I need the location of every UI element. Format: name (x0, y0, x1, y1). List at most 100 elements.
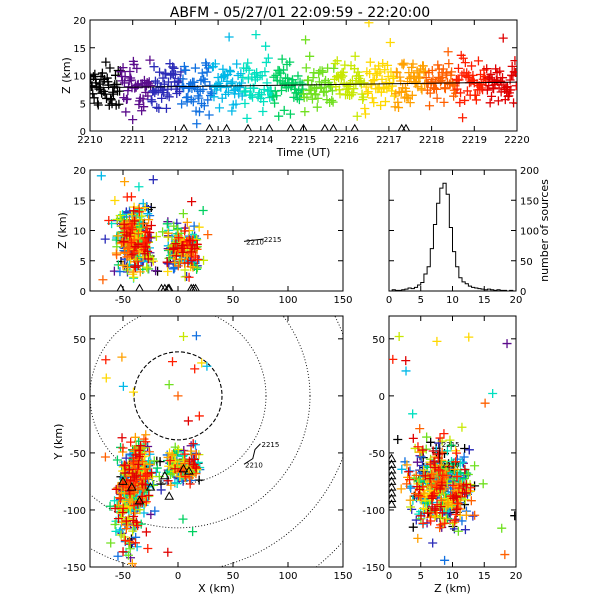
source-marker (459, 481, 469, 491)
station-marker (163, 283, 173, 291)
source-marker (418, 61, 428, 71)
source-marker (461, 510, 471, 520)
source-marker (155, 67, 165, 77)
source-marker (147, 468, 157, 478)
y-tick-label: -100 (63, 506, 86, 517)
y-tick-label: 0 (80, 287, 86, 298)
source-marker (509, 67, 517, 77)
source-marker (100, 89, 110, 99)
x-tick-label: 2217 (376, 135, 401, 146)
source-marker (120, 72, 130, 82)
source-marker (365, 69, 375, 79)
source-marker (332, 56, 342, 66)
source-marker (124, 494, 134, 504)
source-marker (487, 91, 497, 101)
source-marker (243, 58, 253, 68)
source-marker (188, 439, 198, 449)
source-marker (111, 484, 121, 494)
source-marker (228, 77, 238, 87)
source-marker (177, 99, 187, 109)
source-marker (414, 509, 424, 519)
source-marker (440, 518, 450, 528)
source-marker (498, 33, 508, 43)
source-marker (425, 474, 435, 484)
source-marker (225, 65, 235, 75)
source-marker (194, 411, 204, 421)
source-marker (122, 230, 132, 240)
source-marker (120, 468, 130, 478)
source-marker (90, 93, 99, 103)
source-marker (193, 91, 203, 101)
source-marker (141, 226, 151, 236)
source-marker (272, 91, 282, 101)
track-line (243, 238, 264, 242)
x-axis-label: Z (km) (434, 582, 471, 595)
source-marker (190, 454, 200, 464)
source-marker (444, 59, 454, 69)
source-marker (191, 331, 201, 341)
source-marker (133, 464, 143, 474)
source-marker (105, 63, 115, 73)
source-marker (129, 501, 139, 511)
source-marker (113, 483, 123, 493)
source-marker (420, 492, 430, 502)
source-marker (141, 242, 151, 252)
station-marker (389, 453, 397, 463)
source-marker (407, 504, 417, 514)
source-marker (232, 59, 242, 69)
source-marker (101, 355, 111, 365)
source-marker (110, 503, 120, 513)
source-marker (274, 111, 284, 121)
x-tick-label: 2215 (291, 135, 316, 146)
source-marker (120, 177, 130, 187)
source-marker (480, 398, 490, 408)
source-marker (405, 98, 415, 108)
source-marker (293, 71, 303, 81)
source-marker (403, 472, 413, 482)
x-tick-label: 100 (278, 571, 297, 582)
source-marker (200, 77, 210, 87)
source-marker (145, 459, 155, 469)
source-marker (163, 228, 173, 238)
source-marker (223, 87, 233, 97)
source-marker (421, 73, 431, 83)
source-marker (190, 243, 200, 253)
source-marker (180, 449, 190, 459)
source-marker (350, 51, 360, 61)
source-marker (161, 103, 171, 113)
track-annotation: 2210 (442, 461, 460, 469)
source-marker (308, 73, 318, 83)
source-marker (393, 434, 403, 444)
source-marker (389, 354, 398, 364)
source-marker (277, 54, 287, 64)
source-marker (121, 516, 131, 526)
source-marker (395, 72, 405, 82)
source-marker (459, 452, 469, 462)
source-marker (126, 73, 136, 83)
source-marker (93, 100, 103, 110)
x-tick-label: 2212 (163, 135, 188, 146)
source-marker (497, 523, 507, 533)
x-tick-label: 0 (386, 295, 392, 306)
source-marker (435, 466, 445, 476)
source-marker (170, 69, 180, 79)
source-marker (164, 92, 174, 102)
source-marker (134, 182, 144, 192)
source-marker (359, 78, 369, 88)
source-marker (141, 437, 151, 447)
source-marker (415, 424, 425, 434)
source-marker (135, 505, 145, 515)
source-marker (300, 107, 310, 117)
source-marker (106, 95, 116, 105)
source-marker (426, 437, 436, 447)
source-marker (429, 83, 439, 93)
y-tick-label: 50 (73, 335, 86, 346)
source-marker (144, 490, 154, 500)
source-marker (128, 387, 138, 397)
source-marker (190, 440, 200, 450)
source-marker (126, 192, 136, 202)
source-marker (425, 101, 435, 111)
source-marker (138, 219, 148, 229)
source-marker (443, 47, 453, 57)
source-marker (511, 68, 517, 78)
